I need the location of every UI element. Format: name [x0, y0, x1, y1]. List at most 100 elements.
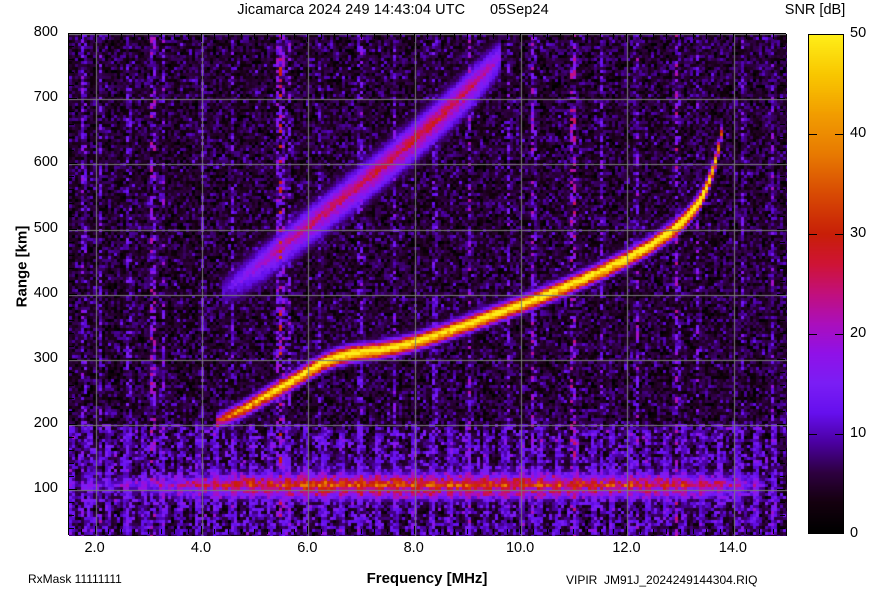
y-tick-right [780, 306, 785, 308]
y-tick-right [777, 33, 785, 34]
y-tick-right [777, 98, 785, 100]
rxmask-note: RxMask 11111111 [28, 572, 122, 586]
y-tick-right [780, 85, 785, 87]
x-tick-bottom [121, 529, 123, 534]
y-tick-left [69, 33, 77, 34]
y-tick-right [777, 228, 785, 230]
x-tick-bottom [586, 529, 588, 534]
x-tick-bottom [81, 529, 83, 534]
y-tick-left [69, 72, 74, 74]
x-tick-top [413, 34, 415, 42]
x-tick-bottom [200, 526, 202, 534]
y-tick-right [780, 150, 785, 152]
x-tick-label: 6.0 [297, 540, 318, 556]
y-tick-left [69, 372, 74, 373]
x-tick-bottom [679, 529, 681, 534]
y-tick-left [69, 137, 74, 139]
x-tick-bottom [719, 529, 721, 534]
ionogram-heatmap-canvas[interactable] [69, 34, 787, 536]
y-tick-left [69, 254, 74, 256]
x-tick-bottom [692, 529, 694, 534]
y-tick-right [780, 319, 785, 321]
x-tick-bottom [413, 526, 415, 534]
x-tick-top [121, 34, 123, 39]
y-tick-right [780, 59, 785, 61]
y-tick-right [780, 267, 785, 269]
colorbar-gradient [809, 35, 843, 533]
x-tick-top [533, 34, 535, 39]
y-tick-right [780, 450, 785, 452]
x-tick-bottom [653, 529, 655, 534]
colorbar[interactable] [808, 34, 844, 534]
y-tick-left [69, 228, 77, 230]
x-tick-top [772, 34, 774, 39]
x-tick-top [520, 34, 522, 42]
y-tick-right [780, 176, 785, 178]
y-axis-title: Range [km] [13, 225, 31, 308]
y-tick-label: 600 [33, 154, 58, 171]
x-tick-bottom [759, 529, 761, 534]
y-tick-right [780, 476, 785, 478]
x-tick-top [294, 34, 296, 39]
x-tick-bottom [107, 529, 109, 534]
y-tick-left [69, 515, 74, 517]
x-tick-top [161, 34, 163, 39]
y-tick-right [780, 202, 785, 204]
x-tick-top [453, 34, 455, 39]
x-tick-top [427, 34, 428, 39]
x-tick-bottom [746, 529, 748, 534]
x-tick-bottom [427, 529, 428, 534]
x-tick-top [254, 34, 256, 39]
y-tick-right [780, 437, 785, 439]
x-tick-top [559, 34, 561, 39]
x-tick-bottom [639, 529, 641, 534]
colorbar-tick-label: 10 [850, 425, 867, 441]
x-tick-top [759, 34, 761, 39]
y-tick-right [780, 241, 785, 243]
x-tick-label: 10.0 [505, 540, 535, 556]
y-tick-right [780, 502, 785, 504]
colorbar-tick-left [809, 334, 817, 335]
x-tick-bottom [400, 529, 402, 534]
y-tick-right [780, 215, 785, 217]
x-tick-label: 8.0 [403, 540, 424, 556]
y-tick-left [69, 124, 74, 126]
y-tick-left [69, 189, 74, 191]
x-tick-top [653, 34, 655, 39]
x-tick-bottom [772, 529, 774, 534]
y-tick-label: 800 [33, 24, 58, 40]
y-tick-right [780, 385, 785, 387]
x-tick-top [639, 34, 641, 39]
x-tick-top [267, 34, 269, 39]
y-tick-right [780, 72, 785, 74]
y-tick-right [780, 46, 785, 48]
ionogram-plot-area[interactable] [68, 33, 787, 536]
x-tick-top [214, 34, 216, 39]
y-tick-left [69, 98, 77, 100]
x-tick-bottom [254, 529, 256, 534]
x-tick-top [280, 34, 282, 39]
x-tick-top [387, 34, 389, 39]
y-tick-left [69, 319, 74, 321]
x-tick-bottom [520, 526, 522, 534]
colorbar-tick-label: 50 [850, 25, 867, 41]
x-tick-bottom [227, 529, 229, 534]
x-tick-top [187, 34, 189, 39]
x-tick-top [586, 34, 588, 39]
y-tick-label: 100 [33, 480, 58, 497]
x-tick-top [333, 34, 335, 39]
y-tick-label: 300 [33, 349, 58, 366]
y-tick-left [69, 424, 77, 426]
y-tick-right [777, 358, 785, 360]
x-tick-bottom [360, 529, 362, 534]
x-tick-bottom [573, 529, 575, 534]
x-tick-bottom [267, 529, 269, 534]
colorbar-tick-label: 0 [850, 525, 859, 541]
y-tick-right [780, 515, 785, 517]
x-tick-bottom [134, 529, 136, 534]
x-tick-bottom [666, 529, 668, 534]
x-tick-top [679, 34, 681, 39]
x-tick-bottom [347, 529, 349, 534]
y-tick-right [780, 111, 785, 113]
colorbar-tick-label: 40 [850, 125, 867, 141]
